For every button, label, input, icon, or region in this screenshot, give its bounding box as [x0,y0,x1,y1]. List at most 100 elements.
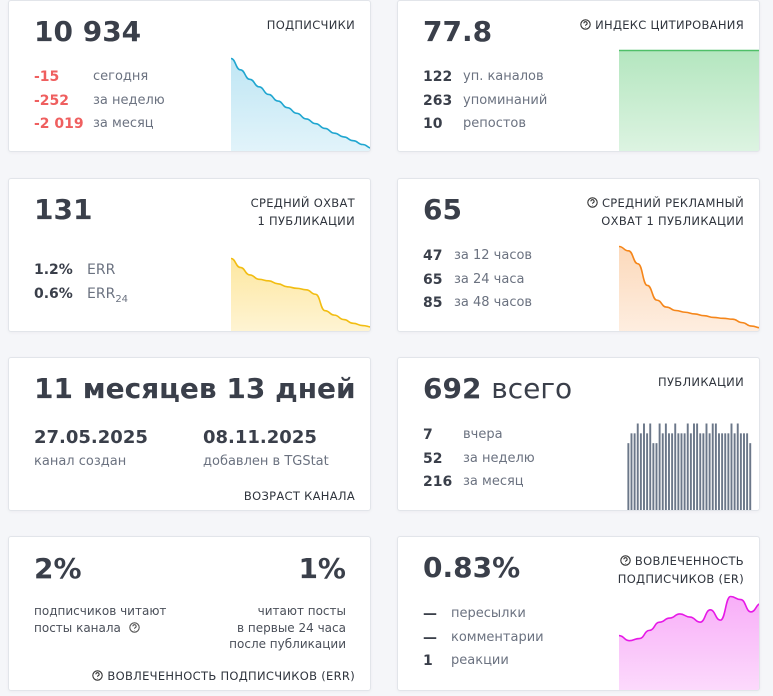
sparkline [619,595,759,690]
stat-value: 10 [423,116,443,132]
card-title: ПУБЛИКАЦИИ [658,375,744,389]
sparkline [619,245,759,331]
bar [699,433,702,510]
stat-value: 52 [423,450,443,467]
bar [711,423,714,510]
bar [674,423,677,510]
stat-row: 65 за 24 часа [423,270,524,294]
card-title: СРЕДНИЙ ОХВАТ 1 ПУБЛИКАЦИИ [251,194,355,230]
stat-label: комментарии [451,629,544,645]
stat-label: репостов [463,116,527,131]
bar [668,433,670,510]
label-line: после публикации [229,637,346,651]
sparkline-area [231,58,370,151]
stat-rows: 47 за 12 часов 65 за 24 часа 85 за 48 часов [423,246,532,317]
stat-row: 263 упоминаний [423,91,547,115]
stat-rows: 122 уп. каналов 263 упоминаний 10 репостов [423,67,547,138]
stat-row: 216 за месяц [423,472,524,496]
bar [693,423,695,510]
info-icon[interactable] [620,555,631,566]
stat-row: -2 019 за месяц [34,114,154,138]
info-icon[interactable] [580,19,591,30]
card-title-text: ВОВЛЕЧЕННОСТЬ ПОДПИСЧИКОВ (ERR) [107,669,355,683]
metric-label: подписчиков читают посты канала [34,603,166,636]
posts-card: 692 всего ПУБЛИКАЦИИ 7 вчера 52 за неделю 21… [397,357,760,511]
bar [636,423,639,510]
card-value: 0.83% [423,551,521,584]
ad-reach-card: 65 СРЕДНИЙ РЕКЛАМНЫЙ ОХВАТ 1 ПУБЛИКАЦИИ 4… [397,178,760,332]
sparkline-area [619,596,759,690]
sparkline-line [231,257,370,328]
stat-label: за неделю [93,92,165,108]
sparkline [619,49,759,151]
metric-value: 1% [298,552,346,585]
bar [643,423,645,510]
metric-value: 2% [34,552,82,585]
card-value: 10 934 [34,15,142,48]
date-label: добавлен в TGStat [203,454,329,469]
stat-value: — [423,606,437,622]
sparkline-line [619,595,759,642]
bar [630,433,633,510]
bar [664,423,667,510]
title-line: ОХВАТ 1 ПУБЛИКАЦИИ [601,214,744,228]
stat-row: 47 за 12 часов [423,246,532,270]
stat-row: 85 за 48 часов [423,293,532,317]
info-icon[interactable] [128,621,140,633]
stat-row: 0.6% ERR24 [34,284,128,308]
bar [705,423,708,510]
title-line: ПОДПИСЧИКОВ (ER) [617,572,744,586]
date-label: канал создан [34,454,127,469]
stat-row: -15 сегодня [34,67,148,91]
bar [686,423,689,510]
stat-value: 122 [423,69,453,85]
bar [730,423,733,510]
bar [683,433,686,510]
stat-value: 65 [423,271,443,288]
value-number: 692 [423,372,482,405]
er-card: 0.83% ВОВЛЕЧЕННОСТЬ ПОДПИСЧИКОВ (ER) — пер… [397,536,760,691]
info-icon[interactable] [92,670,104,681]
bar [646,433,649,510]
stat-rows: -15 сегодня -252 за неделю -2 019 за месяц [34,67,165,138]
bar [736,423,739,510]
bar [724,433,727,510]
bar [746,433,749,510]
stat-label: за 24 часа [454,271,525,287]
stat-value: -252 [34,92,70,109]
sparkline-area [619,50,759,151]
stat-label: за 12 часов [454,248,533,263]
stat-label: вчера [463,427,503,442]
sparkline-area [619,246,759,331]
bar [733,433,736,510]
stat-value: -2 019 [34,116,84,132]
label-line: в первые 24 часа [237,620,346,635]
subscribers-card: 10 934 ПОДПИСЧИКИ -15 сегодня -252 за недел… [8,0,371,152]
metric: 1% читают посты в первые 24 часа после публ… [229,551,346,653]
stat-row: 1.2% ERR [34,260,115,284]
card-title-text: ИНДЕКС ЦИТИРОВАНИЯ [595,18,744,32]
bar [649,423,652,510]
stat-value: 1 [423,653,433,669]
card-title: ВОВЛЕЧЕННОСТЬ ПОДПИСЧИКОВ (ER) [618,552,744,588]
stat-label: за месяц [463,474,524,489]
card-title: ИНДЕКС ЦИТИРОВАНИЯ [580,16,744,34]
sparkline-line [231,57,370,149]
bar-sparkline [627,423,752,510]
info-icon[interactable] [587,197,598,208]
card-title: СРЕДНИЙ РЕКЛАМНЫЙ ОХВАТ 1 ПУБЛИКАЦИИ [587,194,744,230]
bar [727,433,730,510]
sparkline [231,57,370,151]
stat-rows: 1.2% ERR 0.6% ERR24 [34,260,128,308]
stat-value: 263 [423,92,453,109]
bar [721,433,724,510]
bar [743,433,745,510]
stat-label: за месяц [93,116,154,131]
date-value: 08.11.2025 [203,427,317,448]
bar [658,423,661,510]
bar [627,443,630,510]
bar [671,433,674,510]
age-card: 11 месяцев 13 дней 27.05.2025 канал созда… [8,357,371,511]
metric-label: читают посты в первые 24 часа после публик… [229,603,346,653]
card-value: 131 [34,193,93,226]
